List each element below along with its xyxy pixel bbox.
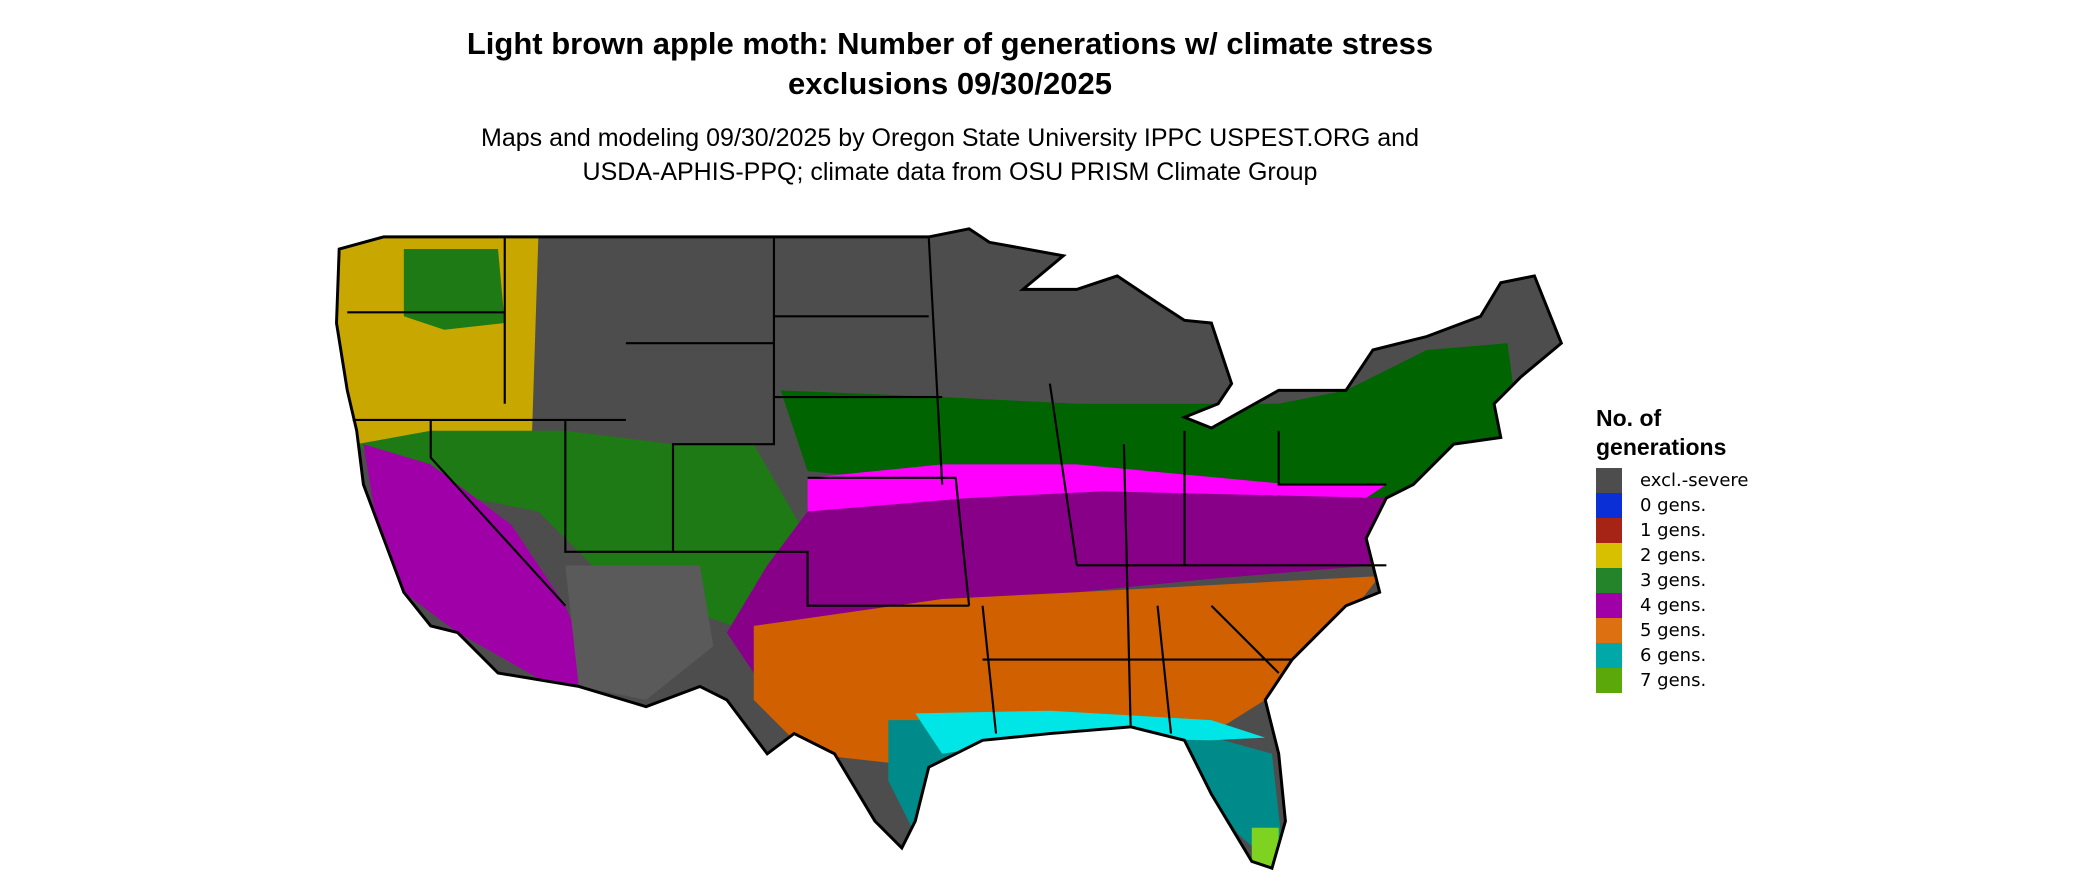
legend-swatch: [1596, 593, 1622, 618]
legend-item: excl.-severe: [1596, 468, 1748, 493]
legend-swatch: [1596, 568, 1622, 593]
zone-3-gens-cascades: [403, 249, 505, 330]
legend-item: 3 gens.: [1596, 568, 1748, 593]
legend-item: 0 gens.: [1596, 493, 1748, 518]
legend: No. of generations excl.-severe 0 gens. 1 …: [1596, 404, 1748, 693]
legend-swatch: [1596, 468, 1622, 493]
legend-item: 6 gens.: [1596, 643, 1748, 668]
legend-title-line1: No. of: [1596, 405, 1662, 431]
legend-swatch: [1596, 493, 1622, 518]
zone-4-gens-central: [726, 491, 1387, 673]
legend-swatch: [1596, 643, 1622, 668]
legend-label: 2 gens.: [1640, 545, 1707, 566]
excluded-southwest: [565, 565, 714, 700]
map-title-line2: exclusions 09/30/2025: [787, 66, 1112, 101]
legend-title-line2: generations: [1596, 434, 1727, 460]
map-title-line1: Light brown apple moth: Number of genera…: [466, 26, 1434, 61]
legend-item: 1 gens.: [1596, 518, 1748, 543]
legend-title: No. of generations: [1596, 404, 1748, 462]
legend-item: 4 gens.: [1596, 593, 1748, 618]
zone-7-gens-south-florida: [1251, 827, 1279, 869]
legend-label: excl.-severe: [1640, 470, 1749, 491]
legend-item: 5 gens.: [1596, 618, 1748, 643]
legend-label: 1 gens.: [1640, 520, 1707, 541]
legend-swatch: [1596, 543, 1622, 568]
legend-item: 7 gens.: [1596, 668, 1748, 693]
legend-swatch: [1596, 518, 1622, 543]
zone-4-gens-west: [363, 444, 593, 694]
legend-label: 6 gens.: [1640, 645, 1707, 666]
map-subtitle-line1: Maps and modeling 09/30/2025 by Oregon S…: [481, 124, 1419, 152]
map-subtitle-line2: USDA-APHIS-PPQ; climate data from OSU PR…: [582, 158, 1318, 186]
state-borders: [347, 236, 1387, 734]
legend-label: 4 gens.: [1640, 595, 1707, 616]
zone-5-gens-south: [753, 576, 1380, 768]
legend-item: 2 gens.: [1596, 543, 1748, 568]
legend-label: 5 gens.: [1640, 620, 1707, 641]
legend-label: 0 gens.: [1640, 495, 1707, 516]
legend-swatch: [1596, 668, 1622, 693]
legend-swatch: [1596, 618, 1622, 643]
legend-label: 7 gens.: [1640, 670, 1707, 691]
legend-label: 3 gens.: [1640, 570, 1707, 591]
